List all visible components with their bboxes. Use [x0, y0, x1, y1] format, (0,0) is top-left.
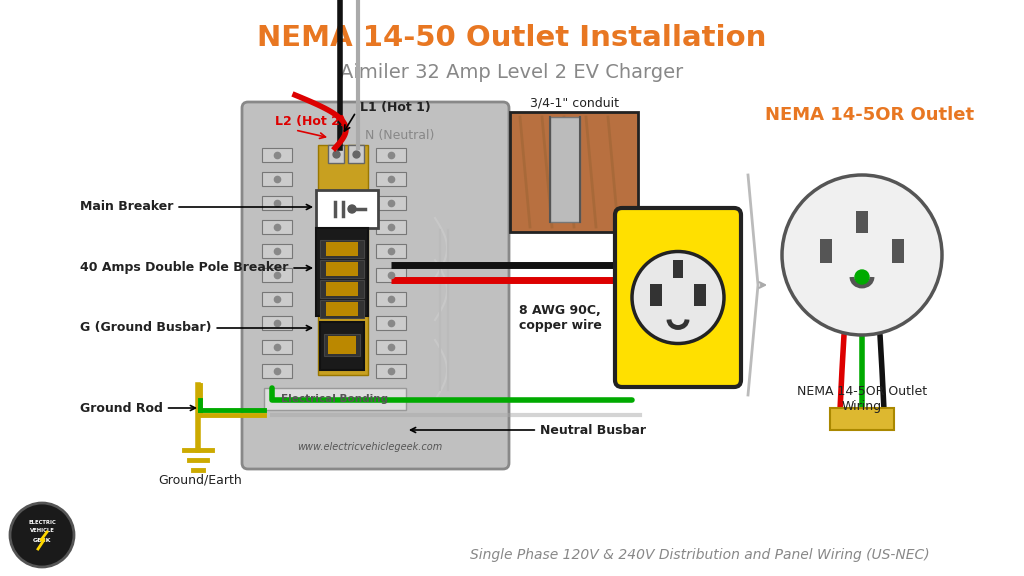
Bar [376, 292, 406, 306]
Bar [376, 196, 406, 210]
Bar [694, 283, 706, 305]
Text: N (Neutral): N (Neutral) [365, 128, 434, 142]
Text: NEMA 14-50 Outlet Installation: NEMA 14-50 Outlet Installation [257, 24, 767, 52]
Bar [376, 340, 406, 354]
Bar [319, 260, 364, 278]
Text: Aimiler 32 Amp Level 2 EV Charger: Aimiler 32 Amp Level 2 EV Charger [340, 63, 684, 81]
Circle shape [782, 175, 942, 335]
Text: G (Ground Busbar): G (Ground Busbar) [80, 321, 311, 335]
Bar [376, 148, 406, 162]
Bar [673, 260, 683, 278]
Text: 8 AWG 90C,
copper wire: 8 AWG 90C, copper wire [518, 304, 601, 332]
Bar [316, 190, 378, 228]
Bar [262, 292, 292, 306]
Text: Ground/Earth: Ground/Earth [158, 473, 242, 487]
Bar [262, 268, 292, 282]
Bar [376, 244, 406, 258]
Text: VEHICLE: VEHICLE [30, 529, 54, 533]
Bar [326, 262, 358, 276]
Bar [262, 340, 292, 354]
Text: Main Breaker: Main Breaker [80, 200, 311, 214]
FancyBboxPatch shape [615, 208, 741, 387]
Bar [830, 408, 894, 430]
Bar [318, 145, 368, 375]
Bar [326, 302, 358, 316]
Bar [328, 145, 344, 163]
Text: Ground Rod: Ground Rod [80, 401, 196, 415]
Bar [550, 117, 580, 222]
Bar [376, 364, 406, 378]
Bar [262, 364, 292, 378]
Text: www.electricvehiclegeek.com: www.electricvehiclegeek.com [297, 442, 442, 452]
Bar [510, 112, 638, 232]
Bar [316, 228, 368, 316]
Bar [262, 244, 292, 258]
Text: L1 (Hot 1): L1 (Hot 1) [360, 101, 431, 115]
Bar [376, 220, 406, 234]
Bar [376, 268, 406, 282]
Bar [326, 282, 358, 296]
Text: L2 (Hot 2): L2 (Hot 2) [275, 116, 346, 128]
Bar [328, 336, 356, 354]
Bar [262, 316, 292, 330]
Bar [820, 239, 831, 263]
Bar [348, 145, 364, 163]
Text: 40 Amps Double Pole Breaker: 40 Amps Double Pole Breaker [80, 262, 311, 275]
Text: GEEK: GEEK [33, 539, 51, 544]
Circle shape [348, 205, 356, 213]
Text: 3/4-1" conduit: 3/4-1" conduit [529, 97, 618, 109]
Text: NEMA 14-5OR Outlet
Wiring: NEMA 14-5OR Outlet Wiring [797, 385, 927, 413]
Bar [324, 334, 360, 356]
Circle shape [10, 503, 74, 567]
Bar [319, 300, 364, 318]
Bar [319, 280, 364, 298]
Text: Electrical Bonding: Electrical Bonding [282, 394, 388, 404]
Text: NEMA 14-5OR Outlet: NEMA 14-5OR Outlet [765, 106, 975, 124]
Bar [376, 316, 406, 330]
Bar [376, 172, 406, 186]
Bar [262, 196, 292, 210]
Bar [856, 211, 868, 233]
Bar [262, 172, 292, 186]
Bar [262, 148, 292, 162]
Circle shape [632, 252, 724, 343]
FancyBboxPatch shape [242, 102, 509, 469]
Bar [650, 283, 662, 305]
Bar [892, 239, 904, 263]
Bar [264, 388, 406, 410]
Text: Neutral Busbar: Neutral Busbar [411, 423, 646, 437]
Text: Single Phase 120V & 240V Distribution and Panel Wiring (US-NEC): Single Phase 120V & 240V Distribution an… [470, 548, 930, 562]
Bar [319, 322, 364, 370]
Text: ELECTRIC: ELECTRIC [28, 521, 56, 525]
Bar [326, 242, 358, 256]
Bar [262, 220, 292, 234]
Bar [319, 240, 364, 258]
Circle shape [855, 270, 869, 284]
